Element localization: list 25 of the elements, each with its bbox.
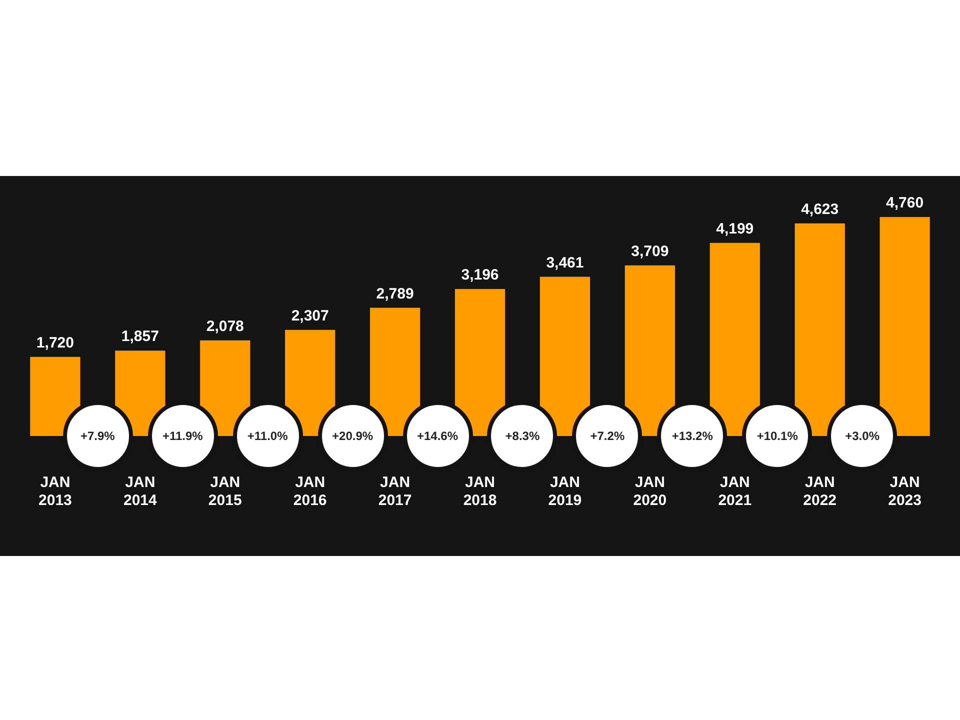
data-label: 3,709 bbox=[631, 243, 669, 260]
x-tick-label: JAN 2021 bbox=[718, 474, 752, 510]
data-label: 1,857 bbox=[121, 328, 159, 346]
x-tick-label: JAN 2020 bbox=[633, 474, 667, 510]
x-tick-label: JAN 2018 bbox=[463, 474, 497, 510]
bar bbox=[30, 356, 80, 436]
x-tick-label: JAN 2016 bbox=[293, 474, 327, 510]
x-tick-label: JAN 2023 bbox=[888, 474, 922, 510]
data-label: 4,623 bbox=[801, 200, 839, 218]
data-label: 2,307 bbox=[291, 308, 329, 325]
x-tick-label: JAN 2017 bbox=[378, 474, 412, 510]
data-label: 2,789 bbox=[376, 285, 414, 302]
data-label: 1,720 bbox=[36, 334, 74, 352]
data-label: 3,461 bbox=[546, 254, 584, 272]
bar bbox=[540, 276, 590, 436]
data-label: 2,078 bbox=[206, 318, 244, 336]
x-tick-label: JAN 2019 bbox=[548, 474, 582, 510]
data-label: 4,199 bbox=[716, 220, 754, 238]
bar bbox=[880, 217, 930, 436]
x-tick-label: JAN 2013 bbox=[38, 474, 72, 510]
data-label: 3,196 bbox=[461, 266, 499, 284]
x-tick-label: JAN 2022 bbox=[803, 474, 837, 510]
x-tick-label: JAN 2015 bbox=[208, 474, 242, 510]
data-label: 4,760 bbox=[886, 194, 924, 212]
x-tick-label: JAN 2014 bbox=[123, 474, 158, 510]
